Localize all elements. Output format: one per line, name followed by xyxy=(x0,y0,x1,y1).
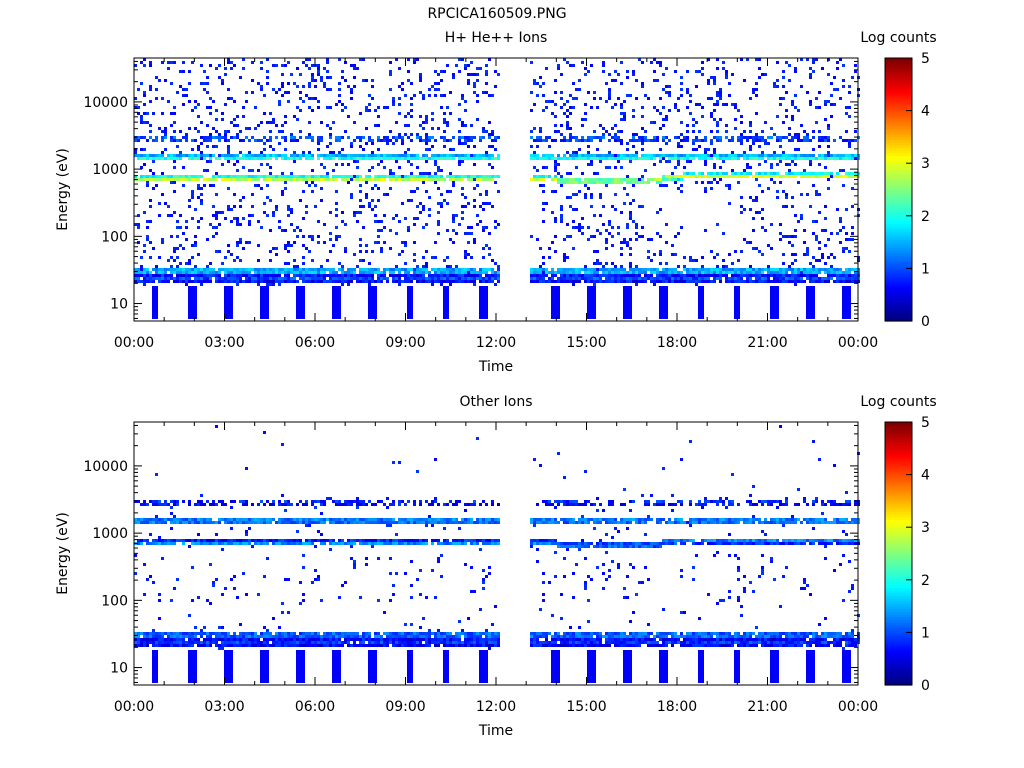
x-tick-label: 06:00 xyxy=(295,335,335,351)
x-tick-label: 00:00 xyxy=(114,699,154,715)
x-tick-label: 03:00 xyxy=(204,335,244,351)
x-axis-label: Time xyxy=(478,723,513,739)
y-axis-label: Energy (eV) xyxy=(55,512,71,595)
y-tick-label: 10000 xyxy=(83,459,128,475)
x-tick-label: 21:00 xyxy=(747,335,787,351)
colorbar-label: Log counts xyxy=(860,30,936,46)
colorbar-tick-label: 2 xyxy=(921,573,930,589)
y-tick-label: 1000 xyxy=(92,162,128,178)
colorbar-frame xyxy=(884,57,913,322)
y-tick-label: 100 xyxy=(101,593,128,609)
colorbar-tick-label: 3 xyxy=(921,520,930,536)
colorbar xyxy=(885,422,912,686)
panel-title: H+ He++ Ions xyxy=(445,30,548,46)
colorbar-label: Log counts xyxy=(860,394,936,410)
colorbar xyxy=(885,58,912,322)
colorbar-tick-label: 2 xyxy=(921,209,930,225)
y-axis-label: Energy (eV) xyxy=(55,148,71,231)
x-tick-label: 15:00 xyxy=(566,699,606,715)
y-tick-label: 10 xyxy=(110,297,128,313)
x-axis-label: Time xyxy=(478,359,513,375)
x-tick-label: 09:00 xyxy=(385,699,425,715)
x-tick-label: 03:00 xyxy=(204,699,244,715)
figure-title: RPCICA160509.PNG xyxy=(427,6,566,22)
heatmap xyxy=(134,425,860,683)
x-tick-label: 12:00 xyxy=(476,699,516,715)
x-tick-label: 00:00 xyxy=(114,335,154,351)
x-tick-label: 18:00 xyxy=(657,699,697,715)
x-tick-label: 21:00 xyxy=(747,699,787,715)
colorbar-tick-label: 1 xyxy=(921,625,930,641)
y-tick-label: 10000 xyxy=(83,95,128,111)
colorbar-tick-label: 0 xyxy=(921,314,930,330)
colorbar-tick-label: 5 xyxy=(921,415,930,431)
colorbar-tick-label: 0 xyxy=(921,678,930,694)
colorbar-frame xyxy=(884,421,913,686)
colorbar-tick-label: 3 xyxy=(921,156,930,172)
colorbar-tick-label: 1 xyxy=(921,261,930,277)
colorbar-tick-label: 4 xyxy=(921,468,930,484)
heatmap xyxy=(134,58,860,319)
x-tick-label: 00:00 xyxy=(838,699,878,715)
x-tick-label: 09:00 xyxy=(385,335,425,351)
x-tick-label: 15:00 xyxy=(566,335,606,351)
y-tick-label: 10 xyxy=(110,661,128,677)
panel-title: Other Ions xyxy=(459,394,532,410)
x-tick-label: 00:00 xyxy=(838,335,878,351)
y-tick-label: 100 xyxy=(101,229,128,245)
colorbar-tick-label: 4 xyxy=(921,104,930,120)
x-tick-label: 06:00 xyxy=(295,699,335,715)
y-tick-label: 1000 xyxy=(92,526,128,542)
colorbar-tick-label: 5 xyxy=(921,51,930,67)
x-tick-label: 12:00 xyxy=(476,335,516,351)
x-tick-label: 18:00 xyxy=(657,335,697,351)
